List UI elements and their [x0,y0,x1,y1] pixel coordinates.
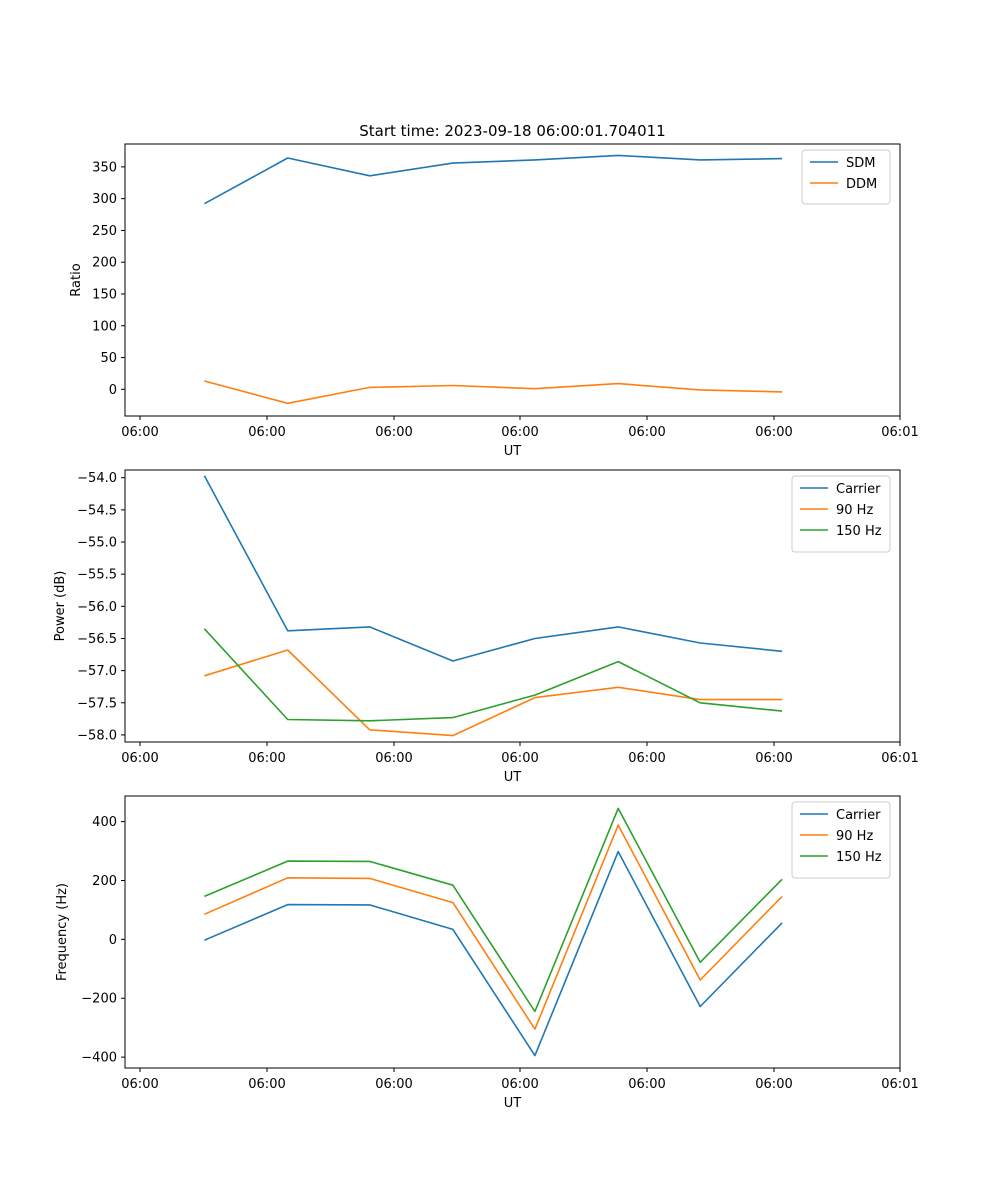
x-tick-label: 06:01 [881,1077,918,1092]
y-tick-label: −56.5 [77,632,117,647]
series-line-90-hz [204,824,783,1030]
y-tick-label: 0 [109,383,117,398]
y-tick-label: −55.5 [77,568,117,583]
axes-frame [124,795,901,1069]
y-tick-label: 50 [100,351,117,366]
x-tick-label: 06:00 [628,1077,665,1092]
ratio-chart: 06:00 06:00 06:00 06:00 06:00 06:00 06:01 0 50 10… [69,143,919,459]
y-tick-label: −54.0 [77,471,117,486]
y-tick-label: −58.0 [77,728,117,743]
axes-frame [124,143,901,417]
y-tick-label: 250 [92,224,117,239]
y-tick-label: −57.5 [77,696,117,711]
legend-label: 150 Hz [836,850,882,865]
y-tick-label: 150 [92,287,117,302]
x-tick-label: 06:00 [501,1077,538,1092]
x-tick-label: 06:00 [121,1077,158,1092]
x-tick-label: 06:00 [375,751,412,766]
x-tick-label: 06:00 [121,425,158,440]
x-tick-label: 06:01 [881,425,918,440]
y-tick-label: −55.0 [77,536,117,551]
x-tick-label: 06:00 [248,751,285,766]
legend-label: 90 Hz [836,503,873,518]
y-tick-label: −56.0 [77,600,117,615]
series-line-ddm [204,380,783,405]
legend-box [801,149,891,205]
x-tick-label: 06:00 [248,1077,285,1092]
legend-label: 90 Hz [836,829,873,844]
y-tick-label: 400 [92,815,117,830]
legend-label: DDM [846,177,877,192]
x-tick-label: 06:00 [755,425,792,440]
y-tick-label: −400 [81,1051,117,1066]
x-tick-label: 06:00 [628,425,665,440]
x-tick-label: 06:01 [881,751,918,766]
x-tick-label: 06:00 [755,751,792,766]
y-tick-label: 300 [92,192,117,207]
x-tick-label: 06:00 [375,425,412,440]
legend-label: Carrier [836,482,881,497]
legend: SDM DDM [801,149,891,205]
x-tick-label: 06:00 [755,1077,792,1092]
legend: Carrier 90 Hz 150 Hz [791,801,891,879]
legend: Carrier 90 Hz 150 Hz [791,475,891,553]
y-tick-label: −57.0 [77,664,117,679]
x-tick-label: 06:00 [375,1077,412,1092]
legend-label: Carrier [836,808,881,823]
x-tick-label: 06:00 [628,751,665,766]
series-line-150-hz [204,807,783,1013]
x-tick-label: 06:00 [501,751,538,766]
x-axis-label: UT [504,770,522,785]
y-tick-label: 350 [92,160,117,175]
power-chart: 06:00 06:00 06:00 06:00 06:00 06:00 06:01 −58.0… [53,469,919,785]
legend-box [791,801,891,879]
x-tick-label: 06:00 [121,751,158,766]
legend-box [791,475,891,553]
y-tick-label: −200 [81,992,117,1007]
y-axis-label: Ratio [69,263,84,296]
y-axis-label: Power (dB) [53,571,68,642]
x-tick-label: 06:00 [248,425,285,440]
chart-title: Start time: 2023-09-18 06:00:01.704011 [359,122,665,140]
y-tick-label: −54.5 [77,503,117,518]
series-line-carrier [204,850,783,1057]
legend-label: SDM [846,156,875,171]
y-tick-label: 200 [92,874,117,889]
x-axis-label: UT [504,444,522,459]
x-tick-label: 06:00 [501,425,538,440]
legend-label: 150 Hz [836,524,882,539]
y-axis-label: Frequency (Hz) [55,883,70,981]
frequency-chart: 06:00 06:00 06:00 06:00 06:00 06:00 06:01 −400 −… [55,795,919,1111]
series-line-sdm [204,154,783,205]
series-line-150-hz [203,628,783,722]
y-tick-label: 100 [92,319,117,334]
y-tick-label: 0 [109,933,117,948]
y-tick-label: 200 [92,256,117,271]
series-line-90-hz [204,649,783,737]
series-line-carrier [203,475,783,662]
x-axis-label: UT [504,1096,522,1111]
